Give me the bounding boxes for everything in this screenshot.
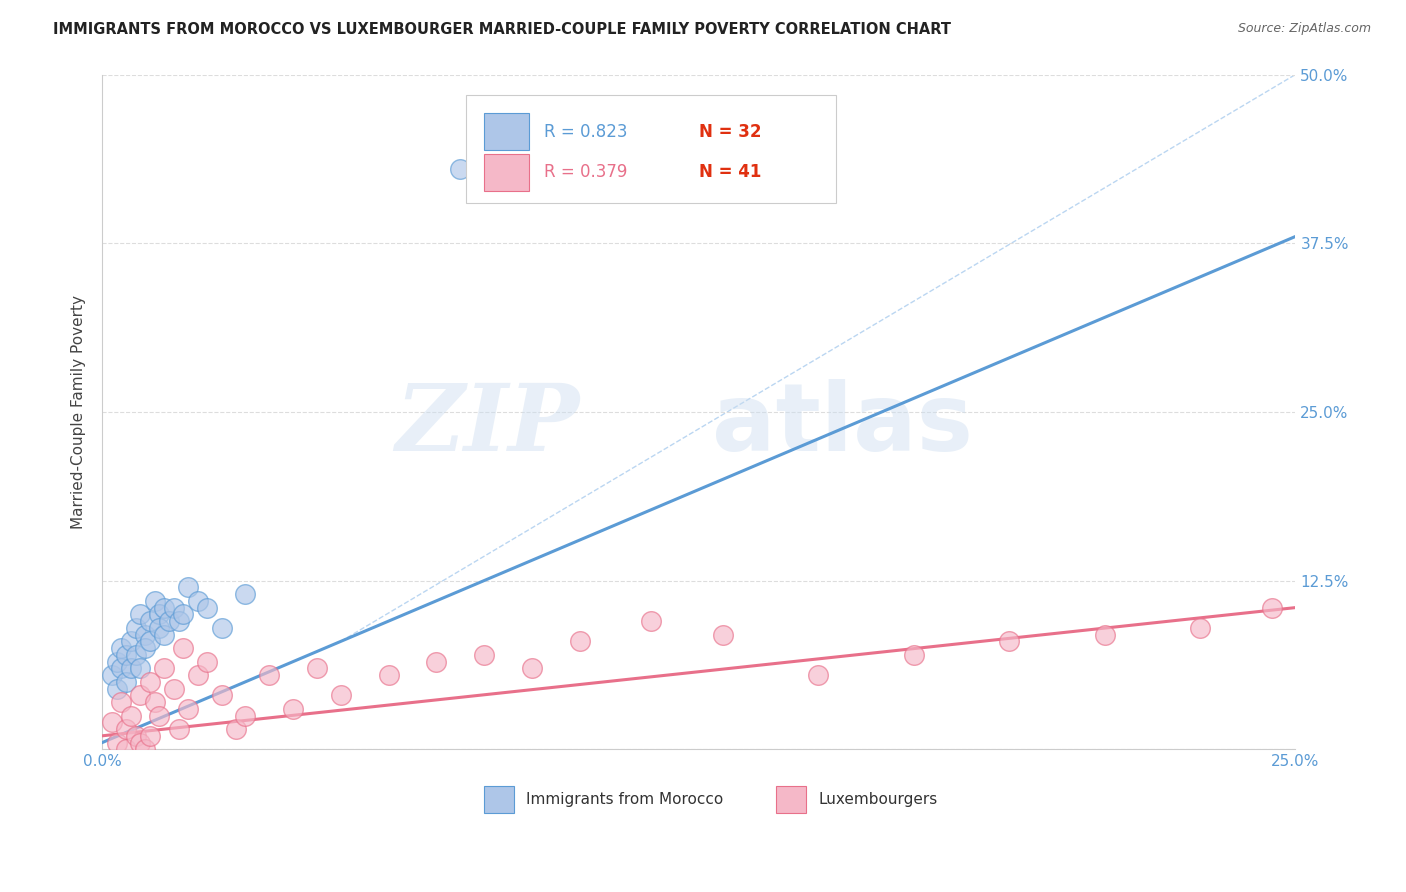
Point <box>211 621 233 635</box>
Point <box>195 600 218 615</box>
FancyBboxPatch shape <box>467 95 837 202</box>
Point <box>172 607 194 622</box>
Point <box>105 735 128 749</box>
Point <box>177 702 200 716</box>
Point <box>120 634 142 648</box>
Point <box>120 708 142 723</box>
Point <box>143 594 166 608</box>
Point <box>281 702 304 716</box>
Point <box>139 674 162 689</box>
Text: N = 41: N = 41 <box>699 163 761 181</box>
Point <box>163 681 186 696</box>
Point <box>115 648 138 662</box>
Point <box>143 695 166 709</box>
Bar <box>484 787 513 814</box>
Point <box>124 621 146 635</box>
Point <box>568 634 591 648</box>
Point <box>129 735 152 749</box>
Point <box>1188 621 1211 635</box>
Point <box>148 621 170 635</box>
Point <box>187 668 209 682</box>
Bar <box>484 113 530 151</box>
Point <box>1094 627 1116 641</box>
Point <box>115 674 138 689</box>
Point <box>148 607 170 622</box>
Point <box>124 648 146 662</box>
Point <box>225 722 247 736</box>
Point <box>100 668 122 682</box>
Point <box>177 580 200 594</box>
Point <box>172 641 194 656</box>
Point <box>134 641 156 656</box>
Point <box>187 594 209 608</box>
Point <box>105 681 128 696</box>
Point <box>329 689 352 703</box>
Point <box>139 614 162 628</box>
Point <box>105 655 128 669</box>
Point <box>148 708 170 723</box>
Text: ZIP: ZIP <box>395 380 579 470</box>
Point <box>235 587 257 601</box>
Point <box>129 689 152 703</box>
Point <box>195 655 218 669</box>
Point <box>167 722 190 736</box>
Text: Immigrants from Morocco: Immigrants from Morocco <box>526 792 723 807</box>
Point <box>115 722 138 736</box>
Point <box>153 661 176 675</box>
Point <box>129 661 152 675</box>
Point <box>139 729 162 743</box>
Point <box>211 689 233 703</box>
Point <box>1260 600 1282 615</box>
Point <box>100 715 122 730</box>
Point <box>167 614 190 628</box>
Point <box>472 648 495 662</box>
Point <box>115 742 138 756</box>
Point <box>259 668 281 682</box>
Point <box>425 655 447 669</box>
Point <box>903 648 925 662</box>
Text: atlas: atlas <box>711 379 973 471</box>
Point <box>153 627 176 641</box>
Point <box>134 627 156 641</box>
Point <box>235 708 257 723</box>
Text: N = 32: N = 32 <box>699 123 761 141</box>
Point <box>124 729 146 743</box>
Point <box>153 600 176 615</box>
Text: Luxembourgers: Luxembourgers <box>818 792 938 807</box>
Point <box>998 634 1021 648</box>
Point <box>110 661 132 675</box>
Point <box>449 161 471 176</box>
Point <box>157 614 180 628</box>
Point <box>110 641 132 656</box>
Text: Source: ZipAtlas.com: Source: ZipAtlas.com <box>1237 22 1371 36</box>
Text: IMMIGRANTS FROM MOROCCO VS LUXEMBOURGER MARRIED-COUPLE FAMILY POVERTY CORRELATIO: IMMIGRANTS FROM MOROCCO VS LUXEMBOURGER … <box>53 22 952 37</box>
Y-axis label: Married-Couple Family Poverty: Married-Couple Family Poverty <box>72 295 86 529</box>
Point <box>139 634 162 648</box>
Text: R = 0.823: R = 0.823 <box>544 123 627 141</box>
Point <box>129 607 152 622</box>
Point <box>305 661 328 675</box>
Point <box>377 668 399 682</box>
Text: R = 0.379: R = 0.379 <box>544 163 627 181</box>
Point <box>134 742 156 756</box>
Point <box>120 661 142 675</box>
Bar <box>776 787 806 814</box>
Point <box>163 600 186 615</box>
Point <box>807 668 830 682</box>
Point <box>520 661 543 675</box>
Bar <box>484 153 530 191</box>
Point <box>640 614 662 628</box>
Point <box>110 695 132 709</box>
Point <box>711 627 734 641</box>
